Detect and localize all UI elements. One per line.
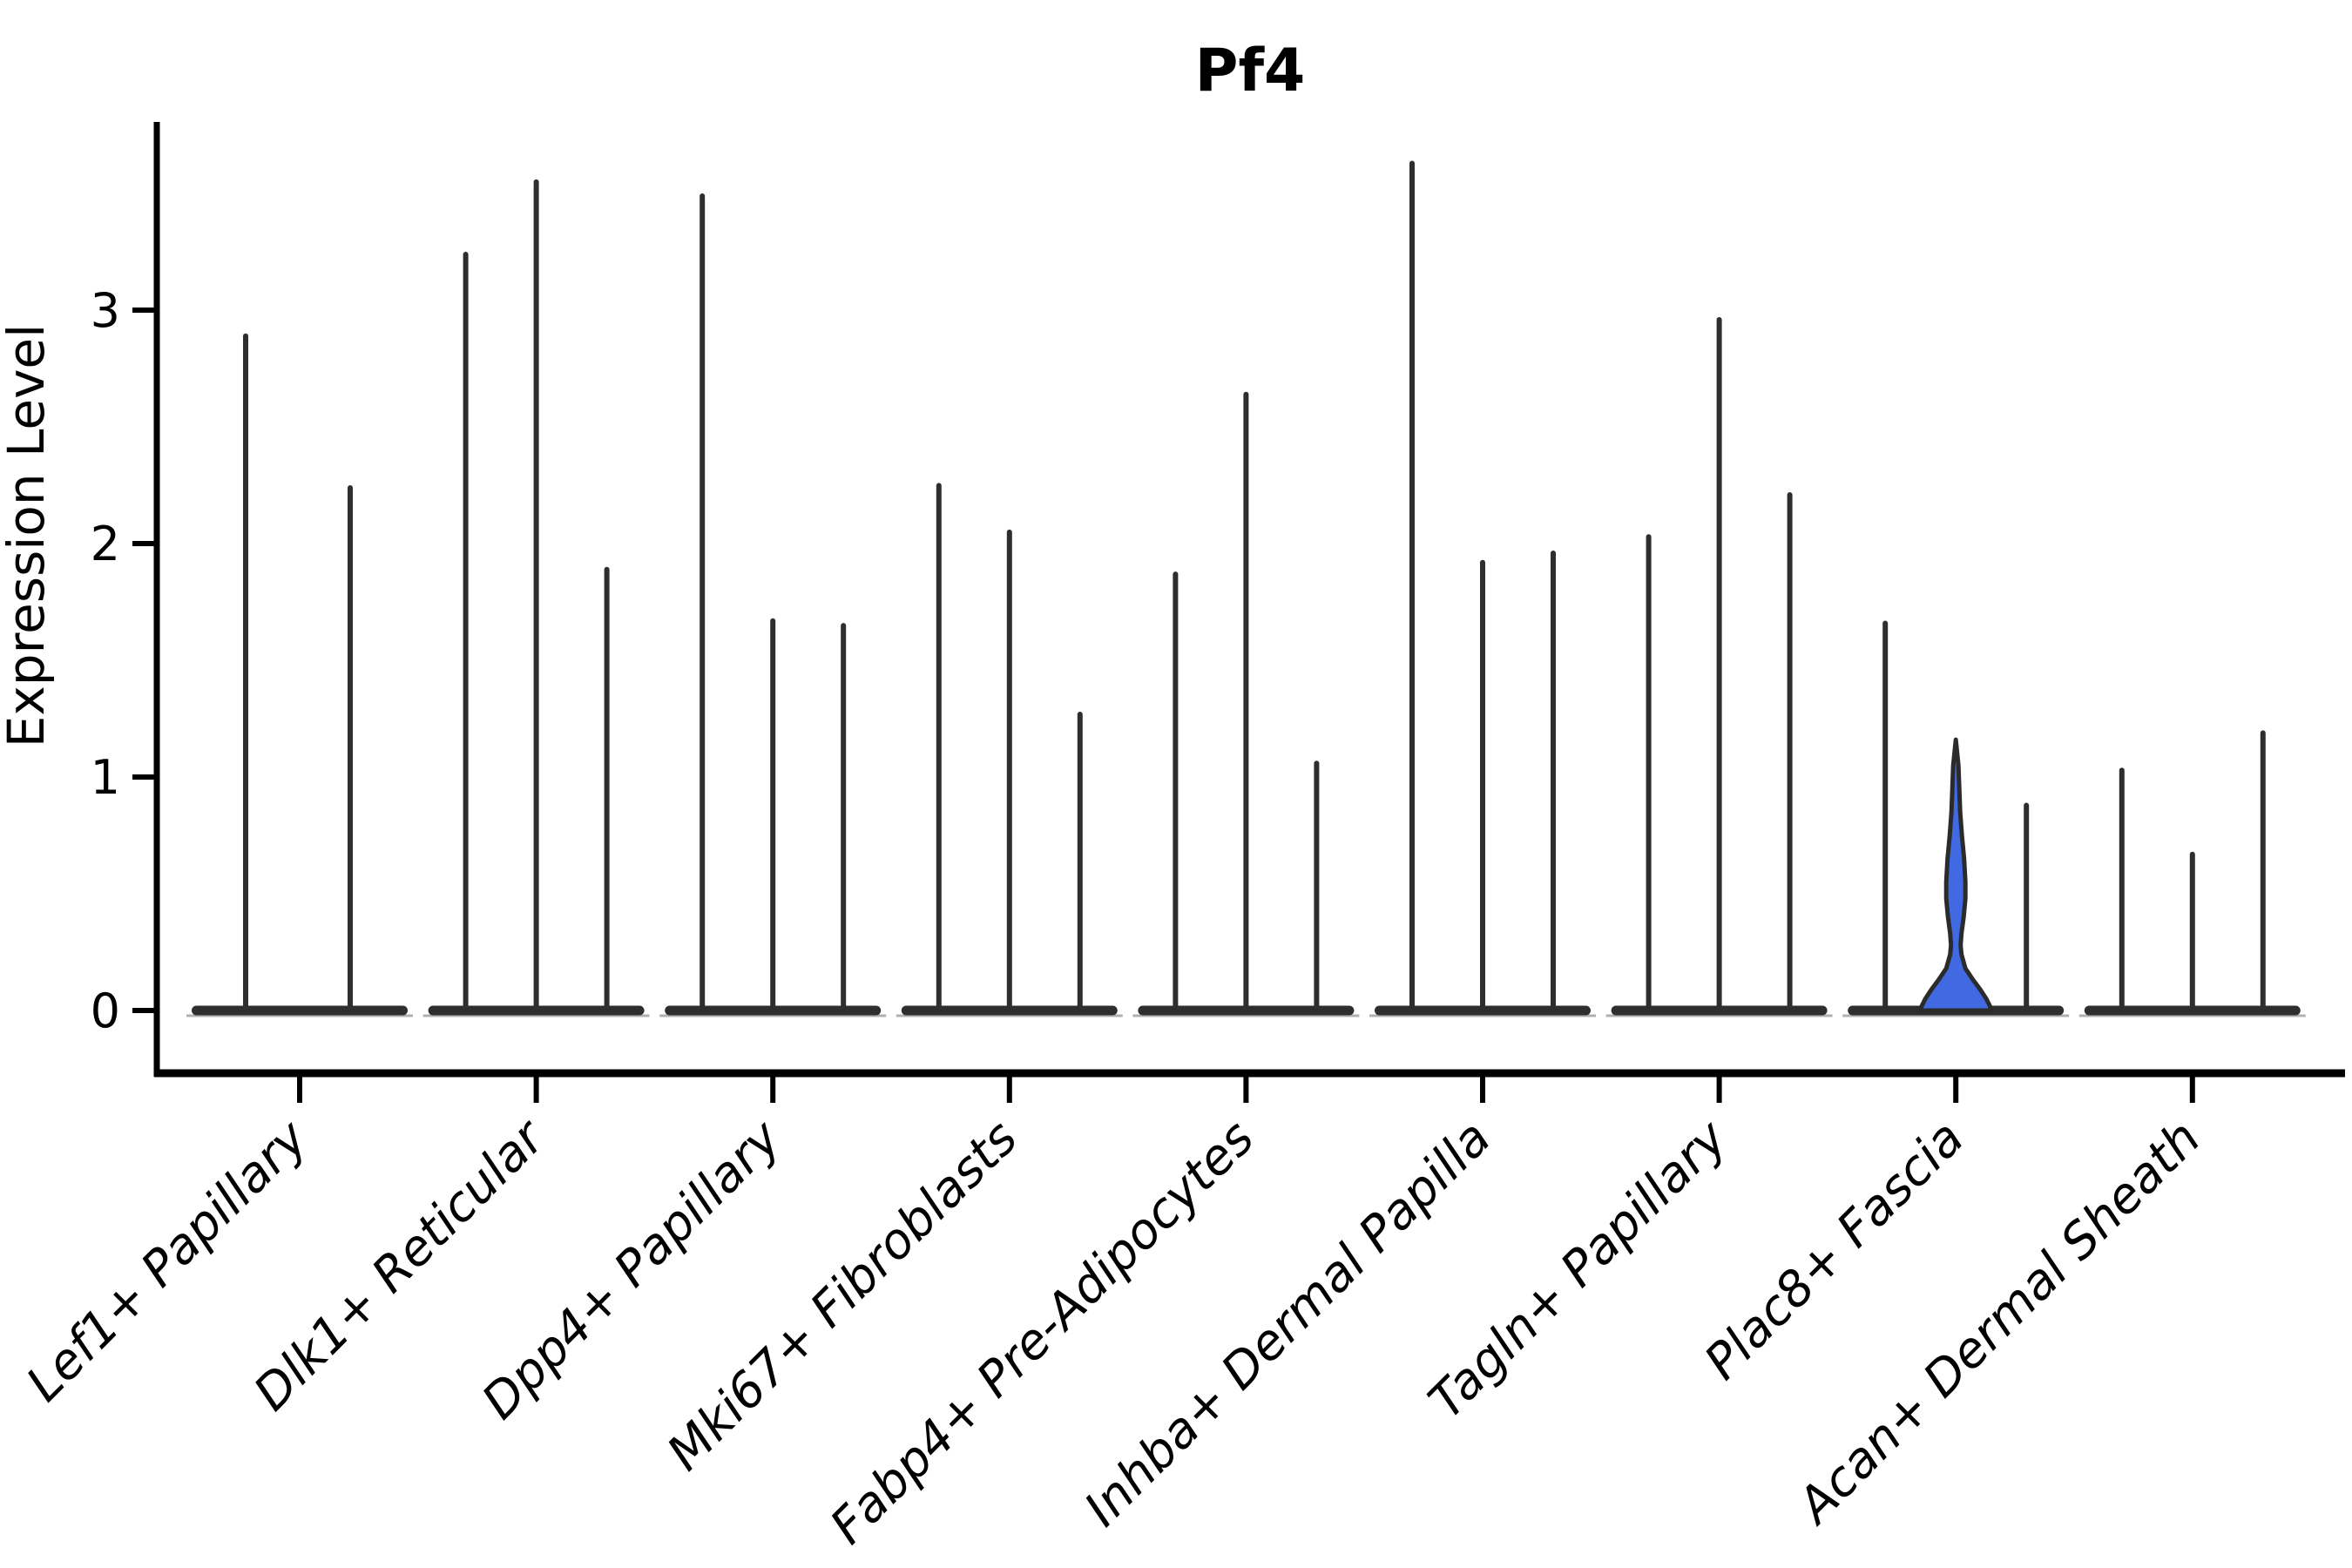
y-tick-label: 0 [91, 983, 120, 1038]
highlighted-violin [1917, 737, 1994, 1013]
chart-title: Pf4 [1194, 37, 1306, 105]
y-tick-label: 3 [91, 283, 120, 338]
violin-base [192, 1005, 408, 1016]
x-axis-label: Acan+ Dermal Sheath [1786, 1110, 2212, 1536]
y-tick-label: 1 [91, 750, 120, 805]
y-tick-label: 2 [91, 517, 120, 571]
x-axis-label: Fabp4+ Pre-Adipocytes [820, 1110, 1265, 1555]
x-axis-label: Inhba+ Dermal Papilla [1074, 1110, 1502, 1538]
